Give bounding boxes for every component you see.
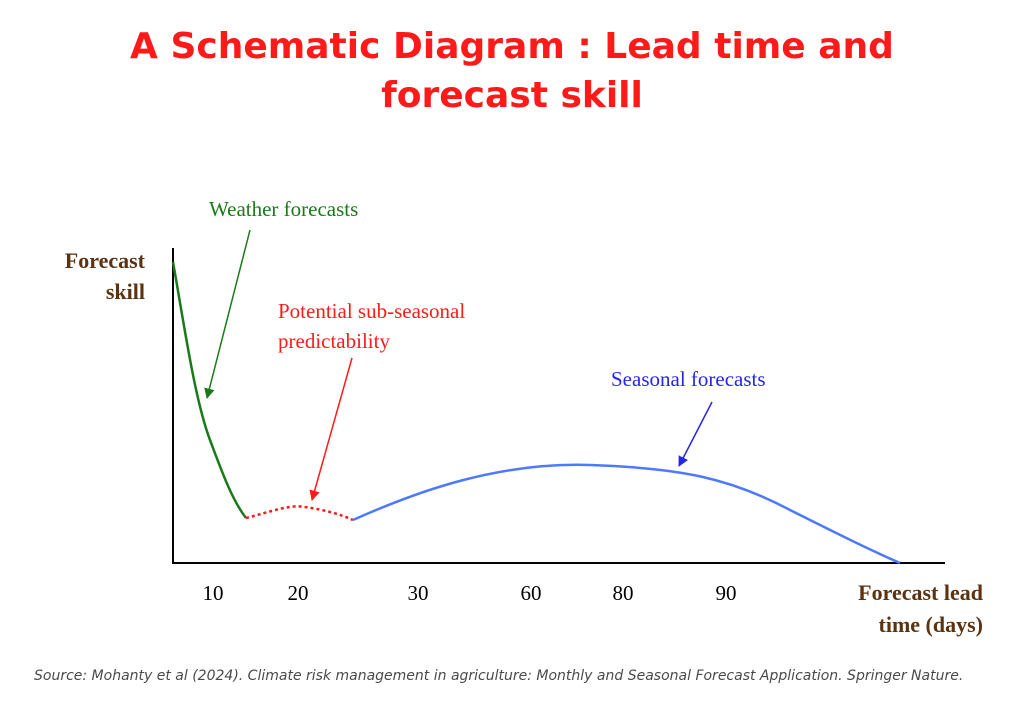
subseasonal-curve [245, 505, 354, 522]
weather-arrow [204, 229, 251, 400]
x-tick-label: 80 [613, 581, 634, 605]
x-axis-label-line-1: Forecast lead [858, 580, 983, 605]
seasonal-forecast-curve [352, 463, 901, 565]
title-line-1: A Schematic Diagram : Lead time and [130, 26, 894, 67]
weather-forecasts-label: Weather forecasts [209, 197, 358, 221]
diagram-title: A Schematic Diagram : Lead time and fore… [0, 22, 1024, 120]
subseasonal-label-line-2: predictability [278, 329, 390, 353]
y-axis-label-line-1: Forecast [65, 248, 146, 273]
seasonal-forecasts-label: Seasonal forecasts [611, 367, 766, 391]
source-citation: Source: Mohanty et al (2024). Climate ri… [34, 668, 964, 684]
seasonal-arrow [678, 401, 713, 467]
y-axis-label-line-2: skill [106, 279, 145, 304]
subseasonal-arrow [309, 357, 353, 502]
x-axis-label-line-2: time (days) [879, 612, 983, 637]
x-tick-label: 10 [203, 581, 224, 605]
weather-forecast-curve [171, 261, 247, 519]
title-line-2: forecast skill [381, 75, 643, 116]
x-tick-label: 90 [716, 581, 737, 605]
subseasonal-label-line-1: Potential sub-seasonal [278, 299, 465, 323]
x-tick-label: 60 [521, 581, 542, 605]
x-tick-label: 20 [288, 581, 309, 605]
x-tick-label: 30 [408, 581, 429, 605]
